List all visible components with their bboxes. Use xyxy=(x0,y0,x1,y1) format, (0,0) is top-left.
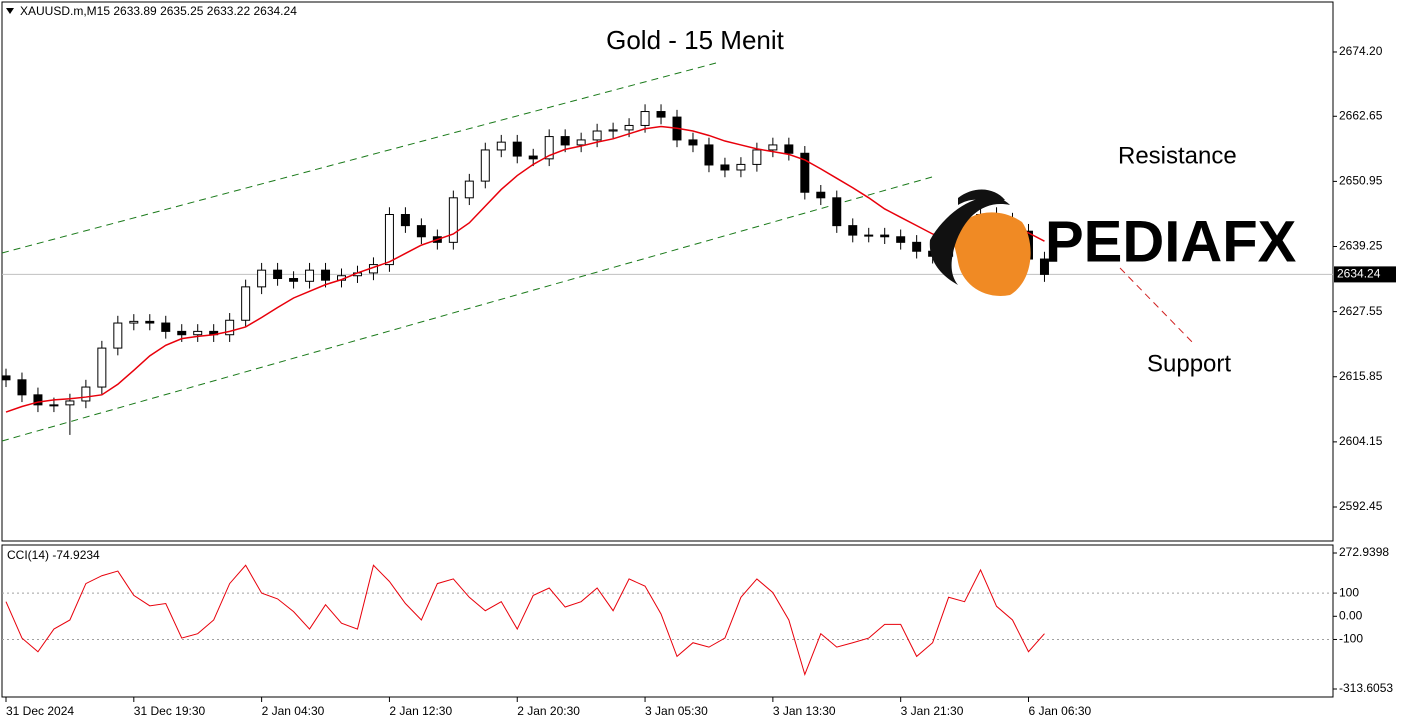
y-tick-label: 100 xyxy=(1339,585,1359,599)
candle-body xyxy=(624,124,634,131)
y-tick-label: 2662.65 xyxy=(1339,108,1383,122)
y-tick-label: 272.9398 xyxy=(1339,545,1389,559)
candle-body xyxy=(1039,258,1049,275)
candle-body xyxy=(688,139,698,146)
candle-body xyxy=(97,347,107,388)
watermark: PEDIAFX xyxy=(1045,209,1297,274)
last-price-box xyxy=(1334,266,1396,283)
candle-body xyxy=(17,379,27,396)
candle-body xyxy=(736,163,746,171)
support-line xyxy=(1119,267,1196,346)
annotation: Support xyxy=(1147,350,1231,377)
candle-body xyxy=(560,136,570,146)
candle-body xyxy=(65,400,75,406)
candle-body xyxy=(225,319,235,336)
x-tick-label: 2 Jan 12:30 xyxy=(389,704,452,718)
candle-body xyxy=(816,191,826,199)
chart-title: Gold - 15 Menit xyxy=(606,25,785,55)
x-tick-label: 6 Jan 06:30 xyxy=(1028,704,1091,718)
candle-body xyxy=(464,180,474,199)
candle-body xyxy=(864,234,874,237)
candle-body xyxy=(496,141,506,151)
cci-line xyxy=(5,564,1045,677)
y-tick-label: 2639.25 xyxy=(1339,239,1383,253)
candle-body xyxy=(416,225,426,238)
header-arrow xyxy=(6,8,14,14)
candle-body xyxy=(544,136,554,160)
y-tick-label: 2615.85 xyxy=(1339,369,1383,383)
candle-body xyxy=(608,129,618,132)
candle-body xyxy=(321,269,331,281)
candle-body xyxy=(81,386,91,402)
candle-body xyxy=(448,197,458,243)
y-tick-label: -313.6053 xyxy=(1339,681,1393,695)
candle-body xyxy=(832,197,842,227)
candle-body xyxy=(640,111,650,126)
y-tick-label: 0.00 xyxy=(1339,608,1363,622)
candle-body xyxy=(784,144,794,154)
candle-body xyxy=(113,322,123,349)
header: XAUUSD.m,M15 2633.89 2635.25 2633.22 263… xyxy=(20,4,297,18)
candle-body xyxy=(33,394,43,406)
candle-body xyxy=(704,144,714,166)
channel-upper xyxy=(1,62,717,254)
last-price-label: 2634.24 xyxy=(1337,267,1381,281)
annotation: Resistance xyxy=(1118,142,1237,169)
candle-body xyxy=(49,404,59,407)
cci-panel xyxy=(1,544,1334,698)
candle-body xyxy=(129,320,139,324)
y-tick-label: 2627.55 xyxy=(1339,304,1383,318)
x-tick-label: 31 Dec 2024 xyxy=(6,704,74,718)
candle-body xyxy=(880,234,890,238)
candle-body xyxy=(305,269,315,282)
candle-body xyxy=(768,144,778,151)
x-tick-label: 2 Jan 04:30 xyxy=(262,704,325,718)
candle-body xyxy=(273,269,283,280)
y-tick-label: 2674.20 xyxy=(1339,44,1383,58)
candle-body xyxy=(656,111,666,118)
y-tick-label: 2592.45 xyxy=(1339,499,1383,513)
moving-average xyxy=(5,125,1045,413)
channel-lower xyxy=(1,176,933,442)
candle-body xyxy=(592,130,602,141)
y-tick-label: -100 xyxy=(1339,632,1363,646)
candle-body xyxy=(177,330,187,336)
candle-body xyxy=(1,375,11,381)
x-tick-label: 3 Jan 21:30 xyxy=(901,704,964,718)
x-tick-label: 3 Jan 05:30 xyxy=(645,704,708,718)
candle-body xyxy=(257,269,267,288)
y-tick-label: 2650.95 xyxy=(1339,174,1383,188)
candle-body xyxy=(193,330,203,336)
candle-body xyxy=(576,139,586,146)
candle-body xyxy=(384,214,394,266)
y-tick-label: 2604.15 xyxy=(1339,434,1383,448)
candle-body xyxy=(912,241,922,252)
indicator-label: CCI(14) -74.9234 xyxy=(7,548,100,562)
candle-body xyxy=(896,236,906,243)
candle-body xyxy=(480,149,490,182)
x-tick-label: 31 Dec 19:30 xyxy=(134,704,206,718)
main-panel xyxy=(1,1,1334,542)
candle-body xyxy=(848,225,858,236)
candle-body xyxy=(512,141,522,157)
candle-body xyxy=(528,155,538,160)
candle-body xyxy=(400,214,410,227)
candle-body xyxy=(800,152,810,193)
candle-body xyxy=(752,149,762,165)
candle-body xyxy=(289,278,299,282)
candle-body xyxy=(720,164,730,171)
x-tick-label: 2 Jan 20:30 xyxy=(517,704,580,718)
logo xyxy=(929,189,1031,296)
x-tick-label: 3 Jan 13:30 xyxy=(773,704,836,718)
candle-body xyxy=(145,320,155,324)
candle-body xyxy=(241,286,251,321)
candle-body xyxy=(161,322,171,332)
